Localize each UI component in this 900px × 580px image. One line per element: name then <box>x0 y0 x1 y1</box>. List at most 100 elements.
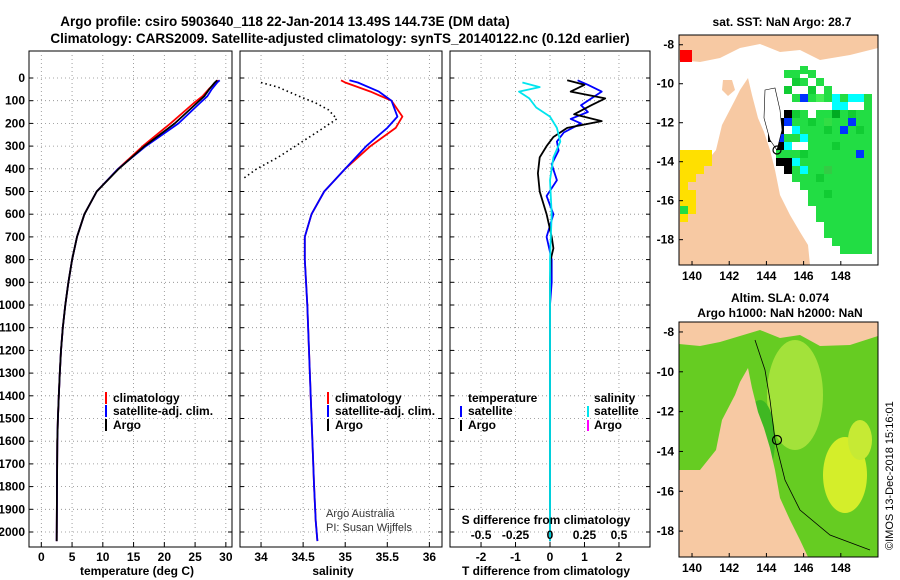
sst-cell <box>808 198 816 206</box>
map-x-tick-label: 148 <box>831 269 851 283</box>
sst-cell <box>848 166 856 174</box>
sst-cell <box>864 174 872 182</box>
s-diff-tick-label: 0 <box>547 528 554 542</box>
x-tick-label: 34.5 <box>291 550 315 564</box>
sst-cell <box>824 150 832 158</box>
sst-cell <box>800 174 808 182</box>
sst-cell <box>832 174 840 182</box>
sla-field-light <box>767 340 823 450</box>
depth-tick-label: 0 <box>18 71 25 85</box>
sst-cell <box>680 150 688 158</box>
sst-cell <box>800 94 808 102</box>
x-tick-label: 35.5 <box>376 550 400 564</box>
sst-cell <box>856 110 864 118</box>
legend-climatology-label: climatology <box>335 391 402 405</box>
legend-s-satellite-label: satellite <box>594 404 639 418</box>
sst-cell <box>824 142 832 150</box>
sst-cell <box>864 238 872 246</box>
sst-cell <box>864 214 872 222</box>
sst-cell <box>808 150 816 158</box>
sst-cell <box>816 174 824 182</box>
salinity-legend: climatology satellite-adj. clim. Argo <box>327 391 435 432</box>
map-y-tick-label: -12 <box>657 116 675 130</box>
map-x-tick-label: 148 <box>831 561 851 575</box>
depth-tick-label: 1100 <box>0 321 25 335</box>
sst-cell <box>832 110 840 118</box>
series-line-t-argo <box>537 79 607 542</box>
sst-cell <box>864 134 872 142</box>
legend-temperature-heading: temperature <box>468 391 538 405</box>
legend-s-argo-label: Argo <box>594 418 622 432</box>
x-tick-label: 15 <box>127 550 141 564</box>
sst-cell <box>848 214 856 222</box>
sst-cell <box>808 126 816 134</box>
sst-cell <box>832 214 840 222</box>
legend-climatology-label: climatology <box>113 391 180 405</box>
sst-cell <box>808 94 816 102</box>
sst-cell <box>840 158 848 166</box>
x-tick-label: 35 <box>339 550 353 564</box>
temperature-series <box>55 79 221 542</box>
sst-cell <box>840 206 848 214</box>
sst-cell <box>792 174 800 182</box>
sst-cell <box>800 150 808 158</box>
series-line-t-satellite <box>545 79 603 542</box>
sst-cell <box>832 206 840 214</box>
sst-argo-sst-marker <box>680 50 692 62</box>
sst-cell <box>808 158 816 166</box>
figure-title-line1: Argo profile: csiro 5903640_118 22-Jan-2… <box>60 14 510 29</box>
sst-cell <box>832 126 840 134</box>
sst-cell <box>816 150 824 158</box>
sst-cell <box>680 158 688 166</box>
salinity-annotation-line2: PI: Susan Wijffels <box>326 522 412 534</box>
sst-cell <box>856 182 864 190</box>
sst-cell <box>800 142 808 150</box>
depth-tick-label: 800 <box>5 253 25 267</box>
sst-cell <box>840 222 848 230</box>
depth-tick-label: 400 <box>5 162 25 176</box>
sst-cell <box>848 150 856 158</box>
sst-cell <box>856 102 864 110</box>
sst-cell <box>792 158 800 166</box>
sst-cell <box>800 110 808 118</box>
sst-cell <box>784 126 792 134</box>
sst-cell <box>800 166 808 174</box>
sst-cell <box>856 142 864 150</box>
sst-cell <box>824 126 832 134</box>
sst-cell <box>824 166 832 174</box>
sst-argo-location-marker <box>772 145 782 155</box>
sst-cell <box>848 134 856 142</box>
temperature-panel-frame <box>28 50 233 548</box>
sst-cell <box>824 182 832 190</box>
sst-cell <box>832 222 840 230</box>
x-tick-label: 5 <box>69 550 76 564</box>
legend-argo-label: Argo <box>113 418 141 432</box>
difference-x-axis: -2 -1 0 1 2 <box>476 542 623 564</box>
sst-cell <box>792 118 800 126</box>
sst-cell <box>816 182 824 190</box>
depth-tick-label: 1900 <box>0 502 25 516</box>
sst-cell <box>808 166 816 174</box>
salinity-xlabel: salinity <box>312 564 354 578</box>
sst-cell <box>840 182 848 190</box>
depth-axis: 0 100 200 300 400 500 600 700 800 900 1000 1100 1200… <box>0 71 25 539</box>
sst-cell <box>696 158 704 166</box>
sst-cell <box>848 158 856 166</box>
map-y-tick-label: -18 <box>657 524 675 538</box>
sst-cell <box>704 150 712 158</box>
map-y-tick-label: -12 <box>657 405 675 419</box>
difference-s-axis: -0.5 -0.25 0 0.25 0.5 <box>471 528 628 542</box>
sst-cell <box>848 142 856 150</box>
sst-cell <box>808 86 816 94</box>
sst-cell <box>840 94 848 102</box>
sst-cell <box>680 190 688 198</box>
map-y-tick-label: -8 <box>663 38 674 52</box>
legend-t-satellite-label: satellite <box>468 404 513 418</box>
sst-cell <box>800 134 808 142</box>
depth-tick-label: 1000 <box>0 298 25 312</box>
legend-t-argo-label: Argo <box>468 418 496 432</box>
sst-cell <box>864 190 872 198</box>
sst-cell <box>816 166 824 174</box>
sst-cell <box>784 110 792 118</box>
map-x-tick-label: 140 <box>682 561 702 575</box>
